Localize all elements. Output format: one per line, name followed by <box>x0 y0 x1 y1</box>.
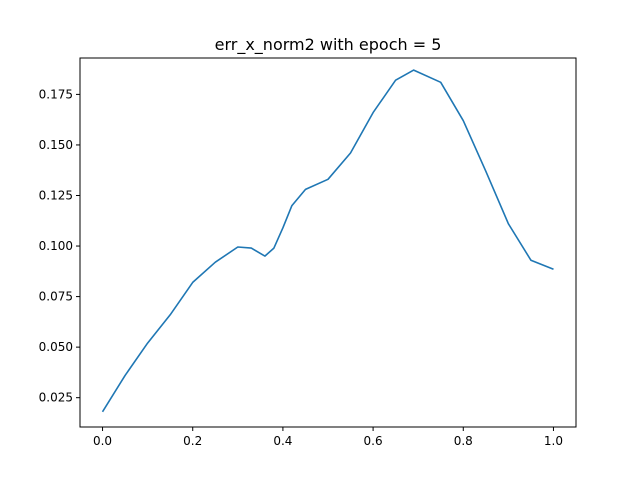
chart-title: err_x_norm2 with epoch = 5 <box>215 35 442 55</box>
y-tick-label: 0.175 <box>39 87 73 101</box>
y-tick-label: 0.100 <box>39 239 73 253</box>
y-tick-label: 0.025 <box>39 391 73 405</box>
x-tick-label: 0.0 <box>93 434 112 448</box>
y-tick-label: 0.075 <box>39 290 73 304</box>
x-tick-label: 0.6 <box>364 434 383 448</box>
y-tick-label: 0.150 <box>39 138 73 152</box>
y-tick-label: 0.125 <box>39 188 73 202</box>
x-tick-label: 1.0 <box>544 434 563 448</box>
x-axis: 0.0 0.2 0.4 0.6 0.8 1.0 <box>93 427 563 448</box>
x-tick-label: 0.8 <box>454 434 473 448</box>
x-tick-label: 0.4 <box>273 434 292 448</box>
data-series-line <box>101 69 554 413</box>
plot-frame <box>79 57 577 428</box>
x-tick-label: 0.2 <box>183 434 202 448</box>
y-axis: 0.025 0.050 0.075 0.100 0.125 0.150 0.175 <box>39 87 80 405</box>
y-tick-label: 0.050 <box>39 340 73 354</box>
